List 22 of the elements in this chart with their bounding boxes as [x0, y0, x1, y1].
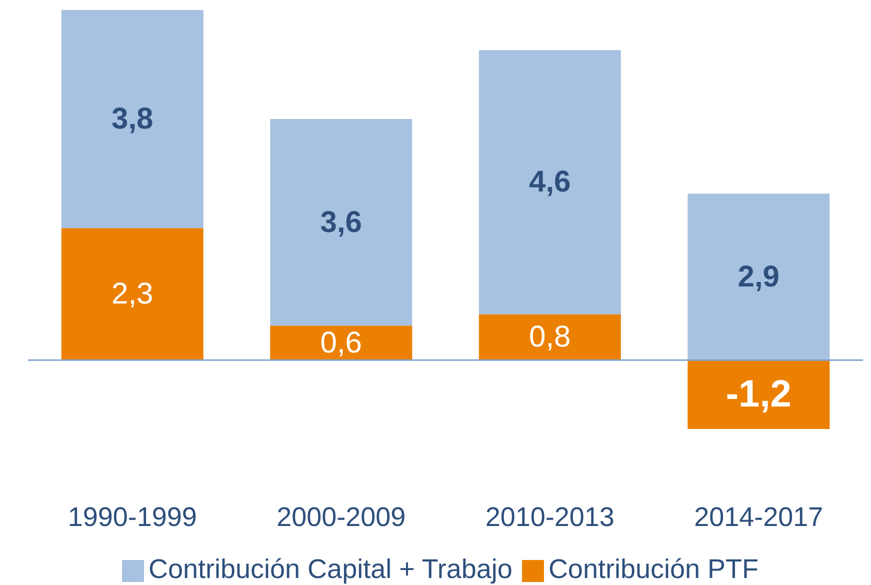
- bar: [478, 50, 621, 314]
- x-tick-label: 2000-2009: [276, 502, 406, 532]
- data-label: 3,8: [112, 102, 154, 136]
- data-label: 3,6: [320, 206, 362, 239]
- data-label: 2,9: [738, 260, 780, 294]
- bar: [478, 314, 621, 360]
- bar: [688, 194, 830, 360]
- bar: [270, 326, 412, 360]
- legend-label: Contribución PTF: [548, 554, 759, 584]
- data-label: -1,2: [726, 374, 792, 416]
- bar: [688, 360, 830, 429]
- bar: [61, 10, 204, 228]
- x-tick-label: 2010-2013: [485, 502, 614, 532]
- data-label: 0,6: [320, 326, 362, 360]
- data-label: 0,8: [529, 320, 571, 354]
- x-tick-label: 1990-1999: [68, 502, 197, 532]
- bar: [61, 228, 204, 360]
- x-tick-label: 2014-2017: [694, 502, 824, 532]
- bar: [270, 119, 412, 326]
- data-label: 2,3: [112, 278, 154, 311]
- legend-label: Contribución Capital + Trabajo: [148, 554, 512, 584]
- data-label: 4,6: [529, 166, 571, 199]
